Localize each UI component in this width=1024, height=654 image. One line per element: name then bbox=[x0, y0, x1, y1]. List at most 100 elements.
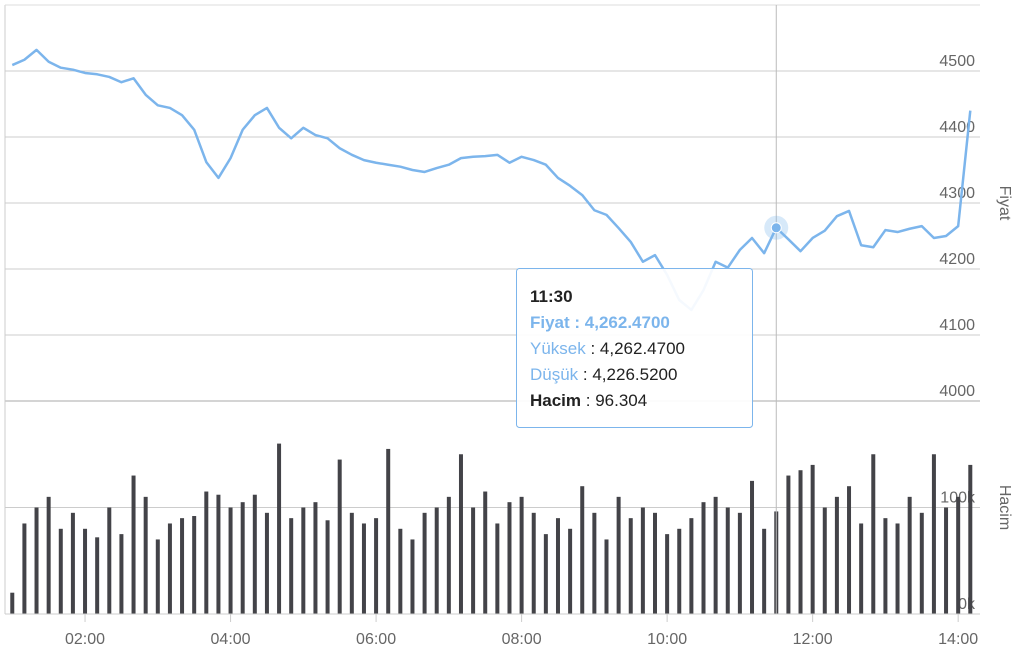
plot: 400041004200430044004500Fiyat0k100kHacim… bbox=[4, 4, 1013, 648]
volume-bar bbox=[640, 507, 645, 614]
volume-bar bbox=[289, 518, 294, 614]
volume-bar bbox=[689, 518, 694, 614]
volume-bar bbox=[531, 512, 536, 614]
tooltip-label: Yüksek bbox=[530, 339, 586, 358]
volume-bar bbox=[228, 507, 233, 614]
volume-bar bbox=[725, 507, 730, 614]
volume-bar bbox=[83, 528, 88, 614]
tooltip-value: : 96.304 bbox=[581, 391, 647, 410]
volume-bar bbox=[495, 523, 500, 614]
volume-bar bbox=[446, 496, 451, 614]
tooltip-row: Hacim : 96.304 bbox=[530, 391, 647, 410]
volume-bar bbox=[46, 496, 51, 614]
y-tick-label: 4000 bbox=[939, 383, 975, 400]
volume-bar bbox=[798, 470, 803, 614]
volume-bar bbox=[895, 523, 900, 614]
volume-bar bbox=[677, 528, 682, 614]
volume-bar bbox=[701, 502, 706, 614]
volume-bar bbox=[483, 491, 488, 614]
volume-bar bbox=[810, 464, 815, 614]
volume-bar bbox=[192, 516, 197, 614]
volume-bar bbox=[107, 507, 112, 614]
volume-bar bbox=[834, 496, 839, 614]
y-tick-label: 4400 bbox=[939, 119, 975, 136]
x-tick-label: 14:00 bbox=[938, 631, 978, 648]
volume-bar bbox=[616, 496, 621, 614]
volume-bar bbox=[944, 507, 949, 614]
volume-bar bbox=[968, 464, 973, 614]
volume-bar bbox=[119, 534, 124, 614]
volume-bar bbox=[822, 507, 827, 614]
volume-bar bbox=[422, 512, 427, 614]
volume-bar bbox=[762, 528, 767, 614]
volume-bar bbox=[143, 496, 148, 614]
tooltip-label: Düşük bbox=[530, 365, 579, 384]
volume-bar bbox=[386, 448, 391, 614]
x-tick-label: 06:00 bbox=[356, 631, 396, 648]
volume-bar bbox=[252, 494, 257, 614]
volume-bar bbox=[240, 502, 245, 614]
volume-bar bbox=[434, 507, 439, 614]
volume-bar bbox=[22, 523, 27, 614]
volume-bar bbox=[264, 512, 269, 614]
y-tick-label: 0k bbox=[958, 596, 976, 613]
volume-bar bbox=[216, 494, 221, 614]
volume-bar bbox=[568, 528, 573, 614]
volume-bar bbox=[155, 539, 160, 614]
tooltip-value: : 4,262.4700 bbox=[570, 313, 670, 332]
hover-marker bbox=[770, 222, 782, 234]
volume-bar bbox=[507, 502, 512, 614]
volume-bar bbox=[519, 496, 524, 614]
volume-bar bbox=[301, 507, 306, 614]
volume-bar bbox=[471, 507, 476, 614]
volume-bar bbox=[543, 534, 548, 614]
volume-bar bbox=[58, 528, 63, 614]
tooltip-row: Yüksek : 4,262.4700 bbox=[530, 339, 685, 358]
x-tick-label: 04:00 bbox=[211, 631, 251, 648]
y-axis-title: Hacim bbox=[996, 485, 1013, 530]
volume-bar bbox=[907, 496, 912, 614]
volume-bar bbox=[931, 454, 936, 614]
volume-bar bbox=[555, 518, 560, 614]
y-tick-label: 4500 bbox=[939, 53, 975, 70]
volume-bar bbox=[847, 486, 852, 614]
volume-bar bbox=[604, 539, 609, 614]
tooltip-label: Fiyat bbox=[530, 313, 570, 332]
volume-bar bbox=[871, 454, 876, 614]
volume-bar bbox=[628, 518, 633, 614]
volume-bar bbox=[361, 523, 366, 614]
tooltip-box bbox=[516, 268, 753, 428]
volume-bar bbox=[458, 454, 463, 614]
y-tick-label: 4300 bbox=[939, 185, 975, 202]
volume-bar bbox=[337, 459, 342, 614]
volume-bar bbox=[374, 518, 379, 614]
x-tick-label: 10:00 bbox=[647, 631, 687, 648]
volume-bar bbox=[713, 496, 718, 614]
volume-bar bbox=[919, 512, 924, 614]
volume-bar bbox=[786, 475, 791, 614]
tooltip-row: Düşük : 4,226.5200 bbox=[530, 365, 677, 384]
volume-bar bbox=[750, 480, 755, 614]
volume-bar bbox=[70, 512, 75, 614]
volume-bar bbox=[204, 491, 209, 614]
tooltip-title: 11:30 bbox=[530, 287, 573, 306]
volume-bar bbox=[665, 534, 670, 614]
volume-bar bbox=[10, 592, 15, 614]
tooltip: 11:30 Fiyat : 4,262.4700 Yüksek : 4,262.… bbox=[516, 268, 753, 428]
tooltip-row: Fiyat : 4,262.4700 bbox=[530, 313, 670, 332]
volume-bar bbox=[277, 443, 282, 614]
y-tick-label: 4200 bbox=[939, 251, 975, 268]
volume-bar bbox=[580, 486, 585, 614]
volume-bar bbox=[95, 537, 100, 614]
volume-bar bbox=[325, 520, 330, 614]
x-tick-label: 12:00 bbox=[793, 631, 833, 648]
volume-bar bbox=[883, 518, 888, 614]
volume-bar bbox=[592, 512, 597, 614]
y-tick-label: 4100 bbox=[939, 317, 975, 334]
volume-bar bbox=[131, 475, 136, 614]
volume-bar bbox=[398, 528, 403, 614]
volume-bar bbox=[349, 512, 354, 614]
